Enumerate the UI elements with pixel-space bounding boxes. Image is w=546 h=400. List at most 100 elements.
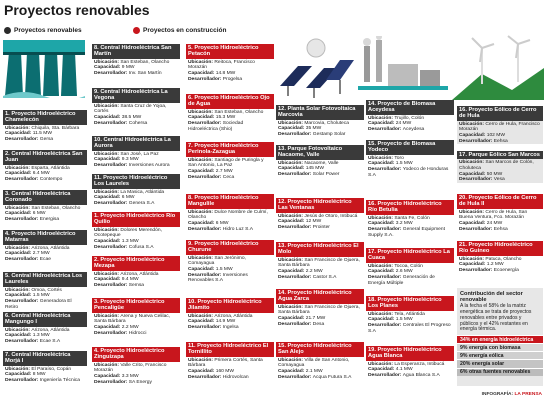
- project-developer-label: Desarrollador:: [368, 167, 403, 172]
- project-details: Ubicación: Arizona, Atlántida Capacidad: …: [3, 245, 87, 263]
- project-capacity: Capacidad: 2.2 MW: [278, 269, 362, 275]
- project-name: 6. Central Hidroeléctrica Mangungo I: [3, 312, 87, 327]
- project-location-value: El Paraíso, Copán: [31, 366, 72, 372]
- project-name: 15. Proyecto Hidroeléctrico San Alejo: [276, 342, 364, 357]
- project-card: 16. Proyecto Eólico de Cerro de Hula Ubic…: [457, 106, 543, 145]
- project-card: 19. Proyecto Hidroeléctrico Agua Blanca U…: [366, 346, 454, 379]
- project-details: Ubicación: Arizona, Atlántida Capacidad: …: [3, 327, 87, 345]
- project-details: Ubicación: Arizona, Atlántida Capacidad: …: [186, 313, 274, 331]
- project-developer-value: Semsa: [128, 283, 145, 288]
- project-capacity-value: 2.7 MW: [215, 169, 233, 174]
- project-location-value: Dulce Nombre de Culmí, Olancho: [188, 209, 268, 221]
- dam-illustration-icon: [3, 40, 85, 98]
- project-location-label: Ubicación:: [94, 103, 121, 109]
- project-capacity-value: 12 MW: [305, 219, 322, 225]
- project-developer-value: Yodeco de Honduras S.A: [368, 167, 449, 178]
- project-location-value: Tela, Atlántida: [394, 311, 425, 317]
- project-capacity: Capacidad: 145 MW: [278, 166, 362, 172]
- project-name: 14. Proyecto de Biomasa Aceydesa: [366, 100, 454, 115]
- project-developer: Desarrollador: Generación de Energía Múl…: [368, 275, 452, 286]
- project-card: 5. Central Hidroeléctrica Los Laureles Ub…: [3, 272, 87, 310]
- project-location-label: Ubicación:: [368, 361, 395, 367]
- project-capacity-label: Capacidad:: [5, 211, 33, 217]
- project-developer: Desarrollador: Energisa: [5, 217, 85, 223]
- project-location: Ubicación: Toro: [368, 156, 452, 162]
- project-developer-label: Desarrollador:: [5, 177, 40, 182]
- project-location-label: Ubicación:: [368, 115, 395, 121]
- project-developer: Desarrollador: Cohersa: [94, 121, 178, 127]
- project-developer-value: Inv. San Martín: [128, 71, 162, 76]
- project-developer-label: Desarrollador:: [5, 378, 40, 383]
- project-location-label: Ubicación:: [278, 257, 305, 263]
- project-capacity-label: Capacidad:: [94, 239, 122, 244]
- project-developer-label: Desarrollador:: [94, 71, 129, 76]
- project-capacity: Capacidad: 4.1 MW: [368, 367, 452, 373]
- project-card: 11. Proyecto Hidroeléctrico El Tornillit…: [186, 342, 274, 380]
- project-location-label: Ubicación:: [278, 120, 305, 126]
- project-capacity-value: 6 MW: [32, 211, 46, 217]
- project-details: Ubicación: Santa Fe, Colón Capacidad: 3.2…: [366, 215, 454, 238]
- project-card: 5. Proyecto Hidroeléctrico Petacón Ubicac…: [186, 44, 274, 82]
- project-developer: Desarrollador: Acqua Futura S.A: [278, 375, 362, 381]
- wind-turbines-illustration-icon: [452, 35, 544, 100]
- project-card: 10. Central Hidroeléctrica La Aurora Ubic…: [92, 136, 180, 169]
- project-developer: Desarrollador: Gestamp Solar: [278, 132, 362, 138]
- project-capacity: Capacidad: 1.3 MW: [5, 333, 85, 339]
- project-capacity-value: 1.3 MW: [32, 333, 50, 339]
- page-title: Proyectos renovables: [4, 2, 150, 18]
- project-capacity: Capacidad: 1.5 MW: [188, 267, 272, 273]
- project-developer: Desarrollador: Generadora El Retiro: [5, 299, 85, 310]
- project-location-value: Primera Cortés, Santa Bárbara: [188, 357, 263, 369]
- project-developer-label: Desarrollador:: [278, 374, 313, 380]
- project-card: 9. Proyecto Hidroeléctrico Churune Ubicac…: [186, 240, 274, 284]
- project-location: Ubicación: Jesús de Otoro, Intibucá: [278, 214, 362, 220]
- project-capacity: Capacidad: 2.7 MW: [5, 251, 85, 257]
- project-capacity-label: Capacidad:: [368, 317, 396, 323]
- project-name: 2. Proyecto Hidroeléctrico Mezapa: [92, 256, 180, 271]
- project-capacity-value: 50 MW: [486, 171, 503, 177]
- project-developer-value: Genera S.A: [128, 201, 155, 206]
- contribution-row: 9% energía eólica: [457, 351, 543, 360]
- project-name: 17. Parque Eólico San Marcos: [457, 151, 543, 160]
- project-card: 13. Proyecto Hidroeléctrico El Molo Ubica…: [276, 242, 364, 280]
- project-capacity-label: Capacidad:: [459, 262, 487, 268]
- project-capacity: Capacidad: 11.5 MW: [5, 131, 85, 137]
- project-developer-label: Desarrollador:: [94, 201, 129, 206]
- project-card: 12. Planta Solar Fotovoltaica Marcovia Ub…: [276, 105, 364, 138]
- project-developer: Desarrollador: Centrales El Progreso S.A: [368, 323, 452, 334]
- project-developer: Desarrollador: Cofusa S.A: [94, 245, 178, 251]
- project-capacity-value: 3.2 MW: [395, 221, 413, 227]
- project-details: Ubicación: Chiquila, Sta. Bárbara Capacid…: [3, 125, 87, 143]
- project-capacity-label: Capacidad:: [5, 333, 33, 339]
- project-card: 14. Proyecto de Biomasa Aceydesa Ubicació…: [366, 100, 454, 133]
- project-capacity: Capacidad: 3.3 MW: [94, 374, 178, 380]
- project-capacity-label: Capacidad:: [94, 65, 122, 71]
- project-developer-label: Desarrollador:: [94, 283, 129, 288]
- project-developer-value: Hidrovolcan: [222, 374, 249, 380]
- project-capacity-value: 8 MW: [32, 372, 46, 378]
- project-developer-value: Cohersa: [128, 120, 148, 126]
- project-location: Ubicación: San José, La Paz: [94, 152, 178, 158]
- project-capacity-value: 4.1 MW: [395, 367, 413, 373]
- project-developer-label: Desarrollador:: [188, 76, 223, 82]
- project-developer-label: Desarrollador:: [278, 274, 313, 280]
- project-developer: Desarrollador: Inversiones Renovables S.…: [188, 273, 272, 284]
- project-developer-value: Centrales El Progreso S.A: [368, 323, 451, 334]
- project-name: 8. Central Hidroeléctrica San Martín: [92, 44, 180, 59]
- project-capacity: Capacidad: 14.9 MW: [188, 319, 272, 325]
- project-location: Ubicación: El Paraíso, Copán: [5, 367, 85, 373]
- project-developer-label: Desarrollador:: [459, 226, 494, 232]
- project-location: Ubicación: Esparta, Atlántida: [5, 166, 85, 172]
- project-location-label: Ubicación:: [5, 245, 32, 251]
- project-capacity: Capacidad: 24 MW: [459, 221, 541, 227]
- project-capacity-value: 6.4 MW: [32, 171, 50, 177]
- project-card: 8. Proyecto Hidroeléctrico Mangulile Ubic…: [186, 194, 274, 232]
- project-developer-value: Solar Power: [312, 172, 340, 177]
- project-developer-label: Desarrollador:: [5, 217, 40, 222]
- project-details: Ubicación: San Esteban, Olancho Capacidad…: [186, 109, 274, 132]
- project-location-value: Esparta, Atlántida: [31, 165, 70, 171]
- solar-panels-illustration-icon: [280, 38, 354, 98]
- project-developer: Desarrollador: Castor S.A: [278, 275, 362, 281]
- project-location-label: Ubicación:: [459, 209, 486, 215]
- project-location-label: Ubicación:: [188, 59, 215, 65]
